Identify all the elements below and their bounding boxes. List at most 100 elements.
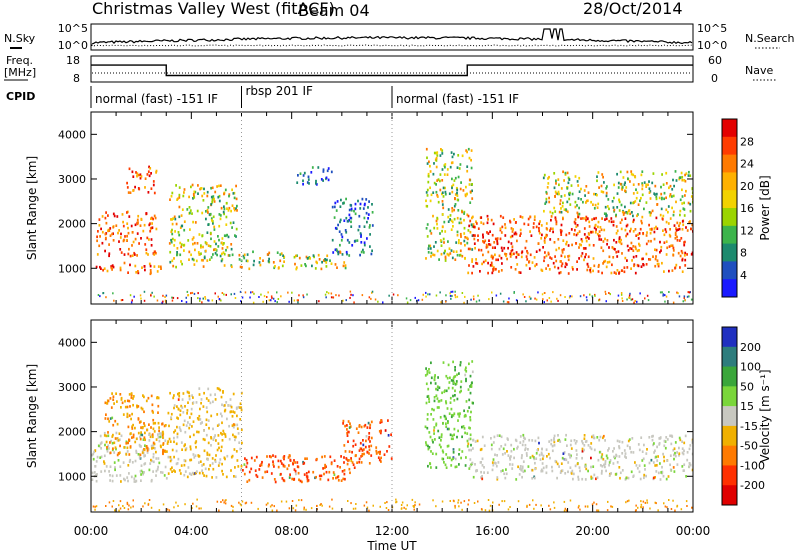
power-cell [497, 258, 499, 262]
power-cell [138, 187, 141, 191]
velocity-cell [157, 457, 160, 460]
power-cell [149, 167, 152, 170]
velocity-cell [621, 452, 624, 455]
velocity-cell [546, 455, 548, 458]
velocity-cell [285, 500, 288, 503]
power-cell [186, 208, 189, 211]
velocity-cell [628, 438, 631, 441]
power-cell [583, 294, 585, 297]
velocity-cell [274, 455, 277, 458]
power-cell [477, 294, 479, 297]
power-cell [212, 215, 215, 219]
velocity-cell [303, 473, 306, 476]
power-cell [620, 227, 623, 231]
power-cell [543, 301, 545, 304]
velocity-cell [363, 452, 365, 456]
power-cell [679, 213, 681, 217]
velocity-cell [469, 391, 472, 395]
velocity-cell [299, 479, 302, 483]
power-cell [205, 242, 208, 245]
power-cell [543, 259, 545, 263]
power-cell [572, 268, 574, 271]
velocity-cell [377, 451, 380, 454]
power-cell [480, 221, 483, 224]
velocity-cell [118, 451, 121, 454]
power-cell [429, 293, 431, 296]
power-cell [459, 249, 462, 253]
velocity-cell [578, 466, 581, 469]
velocity-cell [324, 463, 326, 467]
power-cell [667, 205, 670, 208]
power-cell [589, 293, 591, 296]
power-cell [511, 234, 514, 238]
power-cell [630, 241, 633, 245]
power-cell [636, 300, 638, 303]
velocity-cell [239, 447, 242, 451]
velocity-cell [565, 433, 567, 437]
velocity-cell [112, 398, 115, 401]
power-cell [218, 238, 220, 242]
velocity-cell [143, 395, 145, 399]
velocity-cell [448, 427, 450, 431]
velocity-cell [545, 471, 548, 475]
velocity-cell [154, 447, 156, 450]
power-cell [318, 300, 320, 303]
power-cell [362, 207, 365, 210]
velocity-cell [184, 503, 186, 506]
power-cell [146, 236, 149, 240]
power-cell [531, 261, 534, 264]
power-cell [647, 183, 649, 187]
power-cell [629, 229, 631, 233]
power-cell [509, 235, 512, 239]
velocity-cell [547, 452, 550, 456]
power-cell [477, 227, 480, 230]
velocity-cell [182, 423, 185, 427]
power-cell [162, 300, 164, 303]
power-cell [533, 215, 536, 218]
power-cell [588, 233, 591, 236]
velocity-cell [481, 457, 484, 461]
velocity-cell [296, 465, 299, 468]
velocity-cell [132, 499, 134, 502]
velocity-cell [348, 450, 351, 453]
power-cell [538, 226, 540, 230]
velocity-cell [116, 422, 119, 426]
velocity-cell [108, 420, 111, 423]
power-cell [160, 267, 162, 270]
velocity-cell [162, 436, 164, 439]
velocity-cell [131, 436, 133, 439]
velocity-cell [670, 508, 673, 510]
power-cell [302, 174, 305, 177]
velocity-cell [258, 468, 261, 471]
y-tick-label: 1000 [58, 470, 86, 483]
y-tick-label: 2000 [58, 218, 86, 231]
power-cell [615, 232, 618, 235]
velocity-cell [176, 405, 178, 408]
power-cell [589, 268, 591, 272]
power-cell [665, 196, 667, 200]
power-cell [676, 235, 678, 239]
power-cell [460, 235, 462, 238]
velocity-cell [221, 462, 223, 466]
power-cell [298, 256, 301, 260]
power-cell [578, 246, 580, 249]
power-cell [111, 264, 114, 267]
power-cell [180, 224, 183, 228]
power-cell [309, 257, 311, 260]
colorbar-tick-label: -200 [740, 479, 765, 492]
velocity-cell [429, 462, 432, 466]
velocity-cell [345, 457, 348, 460]
power-cell [549, 256, 551, 259]
velocity-cell [150, 479, 153, 483]
power-cell [491, 257, 494, 260]
velocity-cell [150, 506, 153, 509]
power-cell [467, 229, 470, 232]
power-cell [580, 238, 583, 241]
power-cell [608, 255, 611, 259]
velocity-cell [145, 445, 148, 448]
velocity-cell [306, 457, 308, 460]
velocity-cell [256, 475, 259, 478]
velocity-cell [134, 459, 137, 463]
velocity-cell [603, 463, 605, 467]
power-cell [456, 253, 459, 257]
